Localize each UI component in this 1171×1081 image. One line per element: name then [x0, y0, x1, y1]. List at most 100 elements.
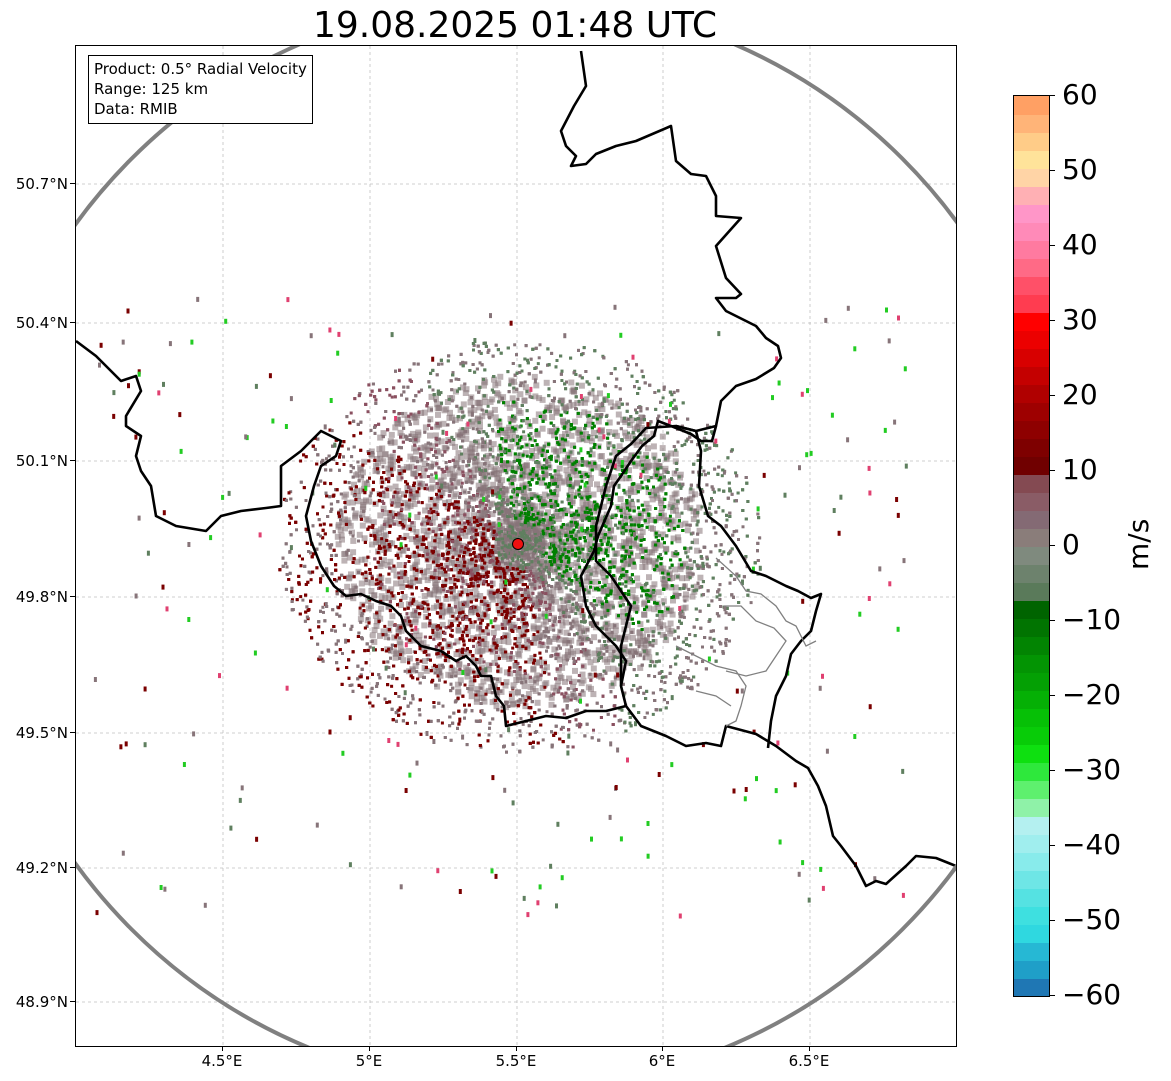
product-info-box: Product: 0.5° Radial Velocity Range: 125… [88, 55, 313, 124]
colorbar-tick [1049, 695, 1055, 696]
colorbar-tick-label: 10 [1062, 453, 1098, 486]
colorbar-segment [1014, 384, 1049, 403]
colorbar-tick-label: −30 [1062, 753, 1122, 786]
colorbar-segment [1014, 528, 1049, 547]
colorbar-segment [1014, 960, 1049, 979]
colorbar-tick [1049, 95, 1055, 96]
colorbar-segment [1014, 564, 1049, 583]
colorbar-tick [1049, 920, 1055, 921]
colorbar-segment [1014, 132, 1049, 151]
colorbar-unit: m/s [1122, 518, 1155, 570]
lat-tick [70, 1001, 75, 1002]
lat-label: 49.5°N [15, 724, 68, 742]
lat-label: 49.8°N [15, 588, 68, 606]
colorbar-tick-label: 60 [1062, 78, 1098, 111]
colorbar-segment [1014, 690, 1049, 709]
colorbar-segment [1014, 780, 1049, 799]
colorbar-segment [1014, 474, 1049, 493]
colorbar-segment [1014, 852, 1049, 871]
radar-map-canvas [76, 46, 956, 1046]
colorbar-segment [1014, 438, 1049, 457]
colorbar-segment [1014, 636, 1049, 655]
colorbar-segment [1014, 726, 1049, 745]
lat-tick [70, 322, 75, 323]
lon-tick [222, 1046, 223, 1051]
colorbar-segment [1014, 906, 1049, 925]
colorbar-tick-label: −20 [1062, 678, 1122, 711]
colorbar-segment [1014, 834, 1049, 853]
colorbar-segment [1014, 672, 1049, 691]
lat-label: 49.2°N [15, 859, 68, 877]
region-boundaries [675, 557, 817, 727]
radar-site-marker[interactable] [512, 538, 524, 550]
colorbar-tick [1049, 245, 1055, 246]
lon-tick [369, 1046, 370, 1051]
colorbar-tick [1049, 620, 1055, 621]
colorbar-segment [1014, 186, 1049, 205]
product-line: Product: 0.5° Radial Velocity [94, 60, 307, 78]
colorbar-segment [1014, 492, 1049, 511]
lat-label: 50.1°N [15, 452, 68, 470]
lon-tick [662, 1046, 663, 1051]
colorbar-tick-label: −50 [1062, 903, 1122, 936]
colorbar-segment [1014, 96, 1049, 115]
radar-map[interactable] [75, 45, 957, 1047]
colorbar-segment [1014, 798, 1049, 817]
colorbar-segment [1014, 708, 1049, 727]
colorbar-tick [1049, 470, 1055, 471]
colorbar-segment [1014, 942, 1049, 961]
lat-label: 50.7°N [15, 175, 68, 193]
colorbar-segment [1014, 330, 1049, 349]
colorbar-tick [1049, 845, 1055, 846]
lat-tick [70, 867, 75, 868]
colorbar-segment [1014, 276, 1049, 295]
colorbar-tick [1049, 395, 1055, 396]
colorbar-tick-label: 50 [1062, 153, 1098, 186]
colorbar-segment [1014, 402, 1049, 421]
lat-label: 50.4°N [15, 314, 68, 332]
colorbar-segment [1014, 204, 1049, 223]
colorbar-segment [1014, 510, 1049, 529]
colorbar-tick-label: −60 [1062, 978, 1122, 1011]
lon-tick [516, 1046, 517, 1051]
lon-label: 5.5°E [495, 1052, 537, 1070]
colorbar-segment [1014, 168, 1049, 187]
lon-tick [809, 1046, 810, 1051]
lon-label: 6.5°E [788, 1052, 830, 1070]
lat-tick [70, 732, 75, 733]
lat-tick [70, 183, 75, 184]
colorbar-segment [1014, 312, 1049, 331]
colorbar-segment [1014, 114, 1049, 133]
colorbar-segment [1014, 222, 1049, 241]
map-title: 19.08.2025 01:48 UTC [312, 5, 718, 46]
lat-tick [70, 460, 75, 461]
country-borders [76, 50, 956, 888]
colorbar-segment [1014, 294, 1049, 313]
colorbar-segment [1014, 978, 1049, 996]
colorbar-segment [1014, 348, 1049, 367]
colorbar-segment [1014, 150, 1049, 169]
velocity-colorbar [1013, 95, 1050, 997]
colorbar-segment [1014, 366, 1049, 385]
lat-label: 48.9°N [15, 993, 68, 1011]
colorbar-tick [1049, 545, 1055, 546]
colorbar-segment [1014, 240, 1049, 259]
colorbar-segment [1014, 600, 1049, 619]
colorbar-tick-label: 40 [1062, 228, 1098, 261]
colorbar-segment [1014, 924, 1049, 943]
lon-label: 5°E [355, 1052, 383, 1070]
colorbar-segment [1014, 420, 1049, 439]
colorbar-tick-label: 30 [1062, 303, 1098, 336]
colorbar-tick [1049, 995, 1055, 996]
colorbar-segment [1014, 870, 1049, 889]
colorbar-tick-label: −10 [1062, 603, 1122, 636]
colorbar-tick-label: 0 [1062, 528, 1080, 561]
colorbar-segment [1014, 258, 1049, 277]
colorbar-tick [1049, 320, 1055, 321]
colorbar-segment [1014, 744, 1049, 763]
colorbar-tick [1049, 170, 1055, 171]
colorbar-segment [1014, 888, 1049, 907]
colorbar-tick [1049, 770, 1055, 771]
lon-label: 4.5°E [201, 1052, 243, 1070]
radar-echoes [93, 296, 908, 919]
